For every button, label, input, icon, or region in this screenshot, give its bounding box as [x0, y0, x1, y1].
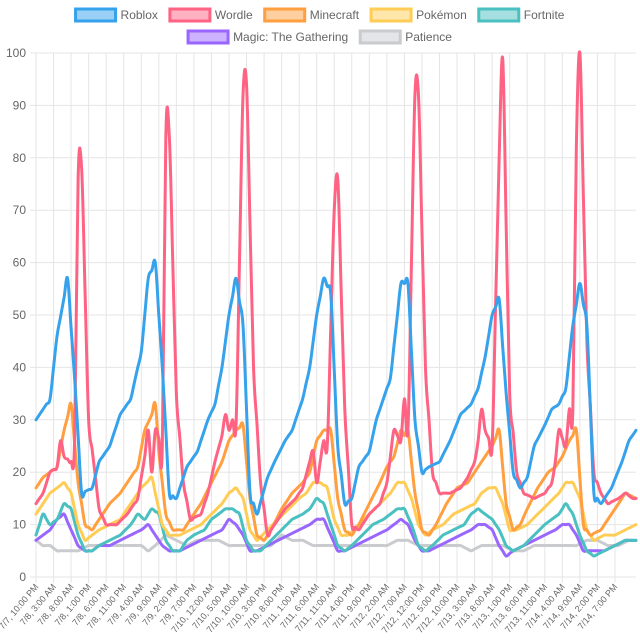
y-tick-label: 90: [13, 98, 27, 112]
legend-swatch: [358, 29, 402, 45]
series-line-roblox: [34, 258, 638, 516]
legend-swatch: [369, 7, 413, 23]
legend-item-magic-the-gathering[interactable]: Magic: The Gathering: [186, 29, 348, 45]
y-tick-label: 20: [13, 465, 27, 479]
legend-swatch: [263, 7, 307, 23]
legend-swatch: [168, 7, 212, 23]
series-line-minecraft: [34, 401, 638, 542]
legend-swatch: [186, 29, 230, 45]
x-axis: 7/7, 10:00 PM7/8, 3:00 AM7/8, 8:00 AM7/8…: [0, 582, 619, 635]
legend-item-pok-mon[interactable]: Pokémon: [369, 7, 467, 23]
y-tick-label: 80: [13, 151, 27, 165]
legend-label: Pokémon: [416, 8, 467, 22]
y-tick-label: 0: [19, 570, 26, 584]
y-tick-label: 100: [6, 46, 26, 60]
legend-label: Patience: [405, 30, 452, 44]
legend-label: Magic: The Gathering: [233, 30, 348, 44]
series-line-wordle: [34, 50, 638, 538]
y-tick-label: 40: [13, 360, 27, 374]
legend-label: Roblox: [121, 8, 158, 22]
legend-item-wordle[interactable]: Wordle: [168, 7, 253, 23]
y-tick-label: 30: [13, 413, 27, 427]
y-tick-label: 10: [13, 518, 27, 532]
legend-item-minecraft[interactable]: Minecraft: [263, 7, 360, 23]
y-axis: 0 10 20 30 40 50 60 70 80 90 100: [6, 46, 26, 584]
series-line-pok-mon: [34, 475, 638, 542]
series-line-fortnite: [34, 496, 638, 558]
legend-item-patience[interactable]: Patience: [358, 29, 452, 45]
legend-item-fortnite[interactable]: Fortnite: [477, 7, 565, 23]
y-tick-label: 60: [13, 256, 27, 270]
legend-label: Fortnite: [524, 8, 565, 22]
y-tick-label: 70: [13, 203, 27, 217]
y-tick-label: 50: [13, 308, 27, 322]
legend-swatch: [477, 7, 521, 23]
legend-swatch: [74, 7, 118, 23]
legend-label: Wordle: [215, 8, 253, 22]
series-line-magic-the-gathering: [34, 512, 638, 558]
legend: Roblox Wordle Minecraft Pokémon Fortnite Magi…: [74, 7, 565, 45]
legend-item-roblox[interactable]: Roblox: [74, 7, 158, 23]
series-lines: [34, 50, 638, 558]
legend-label: Minecraft: [310, 8, 360, 22]
